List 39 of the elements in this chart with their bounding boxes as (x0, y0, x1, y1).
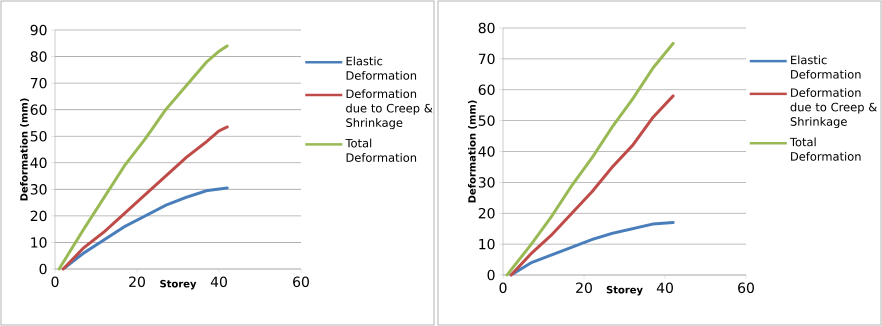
y-tick-label: 40 (30, 158, 47, 168)
y-tick-label: 0 (40, 264, 47, 274)
x-tick-label: 0 (51, 276, 59, 288)
y-axis-title: Deformation (mm) (20, 98, 29, 200)
y-tick-label: 80 (30, 51, 47, 62)
x-tick-label: 60 (738, 282, 754, 294)
y-tick-label: 30 (30, 184, 47, 195)
legend-label: Deformation due to Creep & Shrinkage (346, 89, 432, 130)
legend-label: Elastic Deformation (346, 56, 416, 80)
y-tick-label: 10 (479, 238, 495, 250)
y-tick-label: 70 (478, 54, 495, 64)
legend-label: Total Deformation (790, 137, 861, 161)
y-tick-label: 60 (478, 84, 495, 96)
legend-label: Elastic Deformation (791, 55, 861, 79)
x-tick-label: 20 (576, 282, 592, 294)
x-tick-label: 0 (499, 282, 507, 294)
legend-label: Deformation due to Creep & Shrinkage (790, 88, 877, 128)
x-tick-label: 40 (210, 276, 227, 288)
x-axis-title: Storey (160, 280, 196, 290)
y-tick-label: 20 (30, 210, 47, 222)
y-tick-label: 40 (478, 146, 495, 157)
y-tick-label: 90 (30, 24, 47, 36)
y-tick-label: 0 (488, 270, 495, 280)
y-axis-title: Deformation (mm) (468, 100, 477, 202)
legend-label: Total Deformation (345, 138, 416, 162)
y-tick-label: 70 (30, 78, 47, 88)
line-series (58, 44, 229, 270)
x-tick-label: 40 (656, 282, 673, 294)
y-tick-label: 60 (30, 104, 47, 115)
x-tick-label: 20 (129, 276, 145, 288)
x-tick-label: 60 (293, 276, 309, 288)
line-series (506, 42, 675, 276)
y-tick-label: 30 (478, 177, 495, 188)
y-tick-label: 10 (31, 237, 47, 248)
x-axis-title: Storey (606, 286, 643, 296)
y-tick-label: 50 (30, 130, 47, 142)
y-tick-label: 50 (478, 115, 495, 126)
y-tick-label: 80 (478, 22, 495, 34)
y-tick-label: 20 (478, 208, 495, 219)
